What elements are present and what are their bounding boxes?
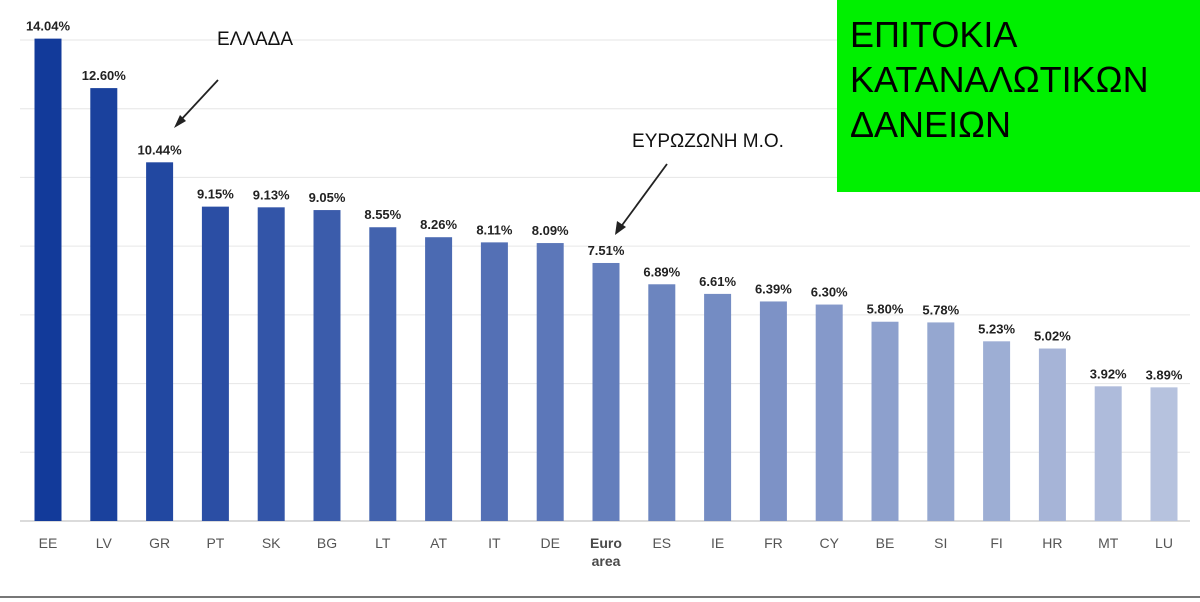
tick-label-it: IT: [488, 535, 501, 551]
tick-label-mt: MT: [1098, 535, 1119, 551]
value-label-de: 8.09%: [532, 223, 569, 238]
title-line-1: ΕΠΙΤΟΚΙΑ: [850, 14, 1018, 55]
tick-label-fi: FI: [990, 535, 1002, 551]
tick-label-fr: FR: [764, 535, 783, 551]
annotation-eurozone-arrowhead: [615, 221, 626, 235]
bar-sk: [257, 207, 285, 522]
annotations: ΕΛΛΑΔΑ ΕΥΡΩΖΩΝΗ Μ.Ο.: [174, 29, 784, 235]
annotation-eurozone-arrow: [619, 163, 668, 229]
bar-si: [927, 322, 955, 521]
value-label-cy: 6.30%: [811, 285, 848, 300]
value-label-bg: 9.05%: [309, 190, 346, 205]
annotation-greece-arrow: [178, 79, 219, 123]
value-label-fr: 6.39%: [755, 281, 792, 296]
title-line-2: ΚΑΤΑΝΑΛΩΤΙΚΩΝ: [850, 59, 1149, 100]
bar-cy: [815, 304, 843, 521]
value-label-lt: 8.55%: [364, 207, 401, 222]
value-label-at: 8.26%: [420, 217, 457, 232]
tick-label-de: DE: [540, 535, 559, 551]
bar-ie: [704, 293, 732, 521]
annotation-greece-arrowhead: [174, 115, 186, 128]
value-label-lu: 3.89%: [1146, 367, 1183, 382]
tick-label-euro-area-2: area: [592, 553, 621, 569]
bar-euro-area: [592, 262, 620, 521]
x-axis-ticks: EE LV GR PT SK BG LT AT IT DE Euro area ES IE FR CY BE SI…: [39, 535, 1173, 569]
bar-bg: [313, 210, 341, 521]
tick-label-cy: CY: [819, 535, 839, 551]
bottom-divider: [0, 596, 1200, 598]
value-label-si: 5.78%: [922, 302, 959, 317]
tick-label-sk: SK: [262, 535, 281, 551]
bar-hr: [1038, 348, 1066, 521]
value-label-pt: 9.15%: [197, 187, 234, 202]
value-label-fi: 5.23%: [978, 321, 1015, 336]
value-label-euro-area: 7.51%: [588, 243, 625, 258]
tick-label-bg: BG: [317, 535, 337, 551]
chart-title-box: ΕΠΙΤΟΚΙΑ ΚΑΤΑΝΑΛΩΤΙΚΩΝ ΔΑΝΕΙΩΝ: [837, 0, 1200, 192]
tick-label-be: BE: [876, 535, 895, 551]
bar-fi: [983, 341, 1011, 521]
title-line-3: ΔΑΝΕΙΩΝ: [850, 104, 1011, 145]
tick-label-at: AT: [430, 535, 447, 551]
tick-label-pt: PT: [206, 535, 224, 551]
tick-label-euro-area-1: Euro: [590, 535, 622, 551]
annotation-greece-text: ΕΛΛΑΔΑ: [217, 29, 293, 50]
bar-lt: [369, 227, 397, 521]
tick-label-hr: HR: [1042, 535, 1062, 551]
value-label-es: 6.89%: [643, 264, 680, 279]
bar-es: [648, 284, 676, 521]
value-label-hr: 5.02%: [1034, 329, 1071, 344]
tick-label-gr: GR: [149, 535, 170, 551]
value-labels: 14.04% 12.60% 10.44% 9.15% 9.13% 9.05% 8.55% 8.…: [26, 19, 1183, 383]
bar-gr: [146, 162, 174, 521]
value-label-sk: 9.13%: [253, 187, 290, 202]
bar-lv: [90, 88, 118, 521]
annotation-eurozone-text: ΕΥΡΩΖΩΝΗ Μ.Ο.: [632, 131, 784, 152]
value-label-ie: 6.61%: [699, 274, 736, 289]
bar-de: [536, 243, 564, 521]
value-label-be: 5.80%: [867, 302, 904, 317]
bar-at: [425, 237, 453, 521]
tick-label-lt: LT: [375, 535, 391, 551]
tick-label-si: SI: [934, 535, 947, 551]
tick-label-lv: LV: [96, 535, 113, 551]
bars: [34, 38, 1178, 522]
bar-mt: [1094, 386, 1122, 521]
value-label-ee: 14.04%: [26, 19, 71, 34]
tick-label-ie: IE: [711, 535, 724, 551]
tick-label-es: ES: [652, 535, 671, 551]
bar-lu: [1150, 387, 1178, 521]
bar-pt: [201, 206, 229, 521]
value-label-gr: 10.44%: [138, 142, 183, 157]
annotation-eurozone: ΕΥΡΩΖΩΝΗ Μ.Ο.: [615, 131, 784, 235]
value-label-it: 8.11%: [476, 222, 513, 237]
bar-it: [480, 242, 508, 521]
bar-be: [871, 321, 899, 521]
annotation-greece: ΕΛΛΑΔΑ: [174, 29, 293, 128]
bar-fr: [759, 301, 787, 521]
bar-ee: [34, 38, 62, 522]
value-label-mt: 3.92%: [1090, 366, 1127, 381]
value-label-lv: 12.60%: [82, 68, 127, 83]
tick-label-lu: LU: [1155, 535, 1173, 551]
tick-label-ee: EE: [39, 535, 58, 551]
